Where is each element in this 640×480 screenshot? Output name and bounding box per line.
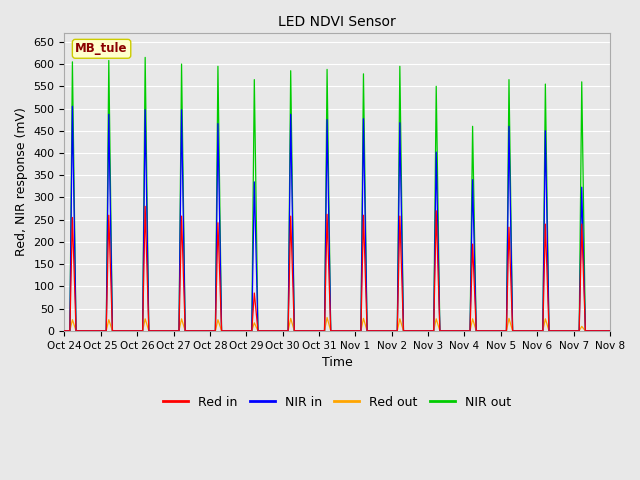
X-axis label: Time: Time [322,356,353,369]
Title: LED NDVI Sensor: LED NDVI Sensor [278,15,396,29]
Y-axis label: Red, NIR response (mV): Red, NIR response (mV) [15,108,28,256]
Legend: Red in, NIR in, Red out, NIR out: Red in, NIR in, Red out, NIR out [158,391,516,414]
Text: MB_tule: MB_tule [76,42,128,55]
